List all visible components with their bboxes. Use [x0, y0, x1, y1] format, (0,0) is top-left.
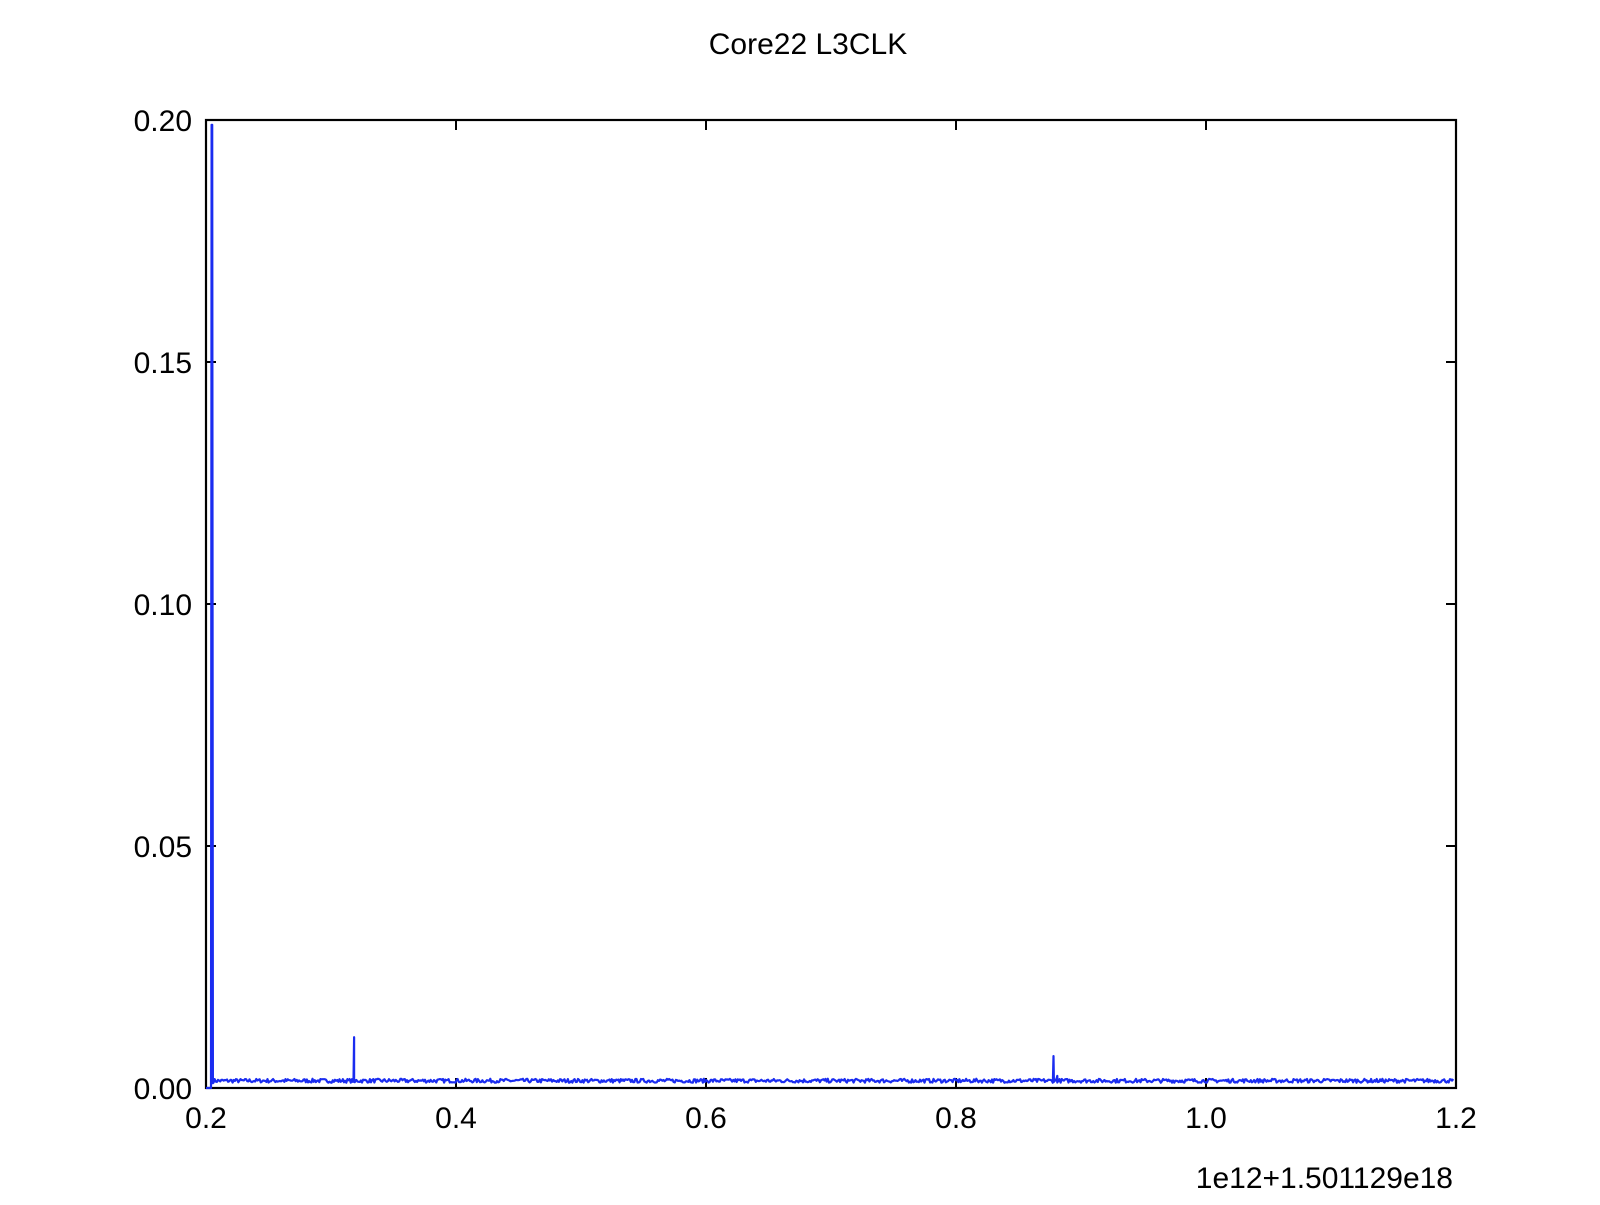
x-axis-offset-label: 1e12+1.501129e18 [1196, 1162, 1453, 1195]
x-tick-label: 1.0 [1185, 1102, 1227, 1135]
x-tick-label: 1.2 [1435, 1102, 1477, 1135]
series-line [206, 123, 1455, 1090]
plot-frame [204, 118, 1458, 1090]
y-tick-label: 0.15 [134, 347, 192, 380]
y-tick-label: 0.20 [134, 105, 192, 138]
series-layer [206, 123, 1455, 1090]
y-tick-label: 0.05 [134, 831, 192, 864]
x-tick-label: 0.6 [685, 1102, 727, 1135]
chart-title: Core22 L3CLK [709, 28, 907, 61]
x-tick-label: 0.8 [935, 1102, 977, 1135]
y-tick-label: 0.10 [134, 589, 192, 622]
x-tick-label: 0.4 [435, 1102, 477, 1135]
x-axis: 0.2 0.4 0.6 0.8 1.0 1.2 [185, 120, 1477, 1135]
y-tick-label: 0.00 [134, 1073, 192, 1106]
x-tick-label: 0.2 [185, 1102, 227, 1135]
y-axis: 0.00 0.05 0.10 0.15 0.20 [134, 105, 1456, 1106]
